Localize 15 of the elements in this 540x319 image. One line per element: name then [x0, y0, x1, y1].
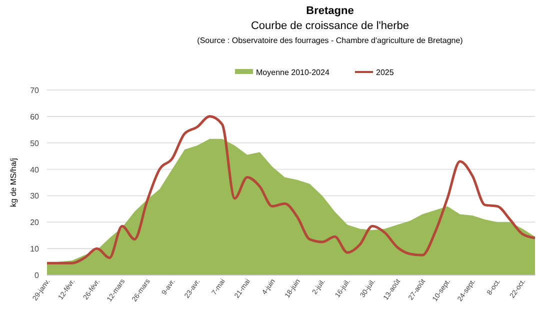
y-tick-label: 70: [30, 86, 40, 95]
y-tick-label: 60: [30, 112, 40, 122]
y-axis-title: kg de MS/ha/j: [9, 158, 18, 207]
line-series: [46, 115, 536, 264]
y-tick-label: 0: [34, 271, 40, 280]
chart-subtitle: Courbe de croissance de l'herbe: [250, 20, 410, 32]
y-tick-label: 50: [30, 138, 40, 148]
text: (Source : Observatoire des fourrages - Chambre d'agriculture de Bretagne): [197, 36, 464, 45]
y-tick-label: 20: [30, 218, 40, 228]
y-tick-label: 30: [30, 192, 40, 201]
legend-label: Moyenne 2010-2024: [256, 68, 330, 77]
y-tick-label: 10: [30, 244, 40, 254]
y-tick-label: 40: [30, 165, 40, 174]
chart-title: Bretagne: [306, 5, 354, 17]
legend-label: 2025: [376, 68, 394, 77]
